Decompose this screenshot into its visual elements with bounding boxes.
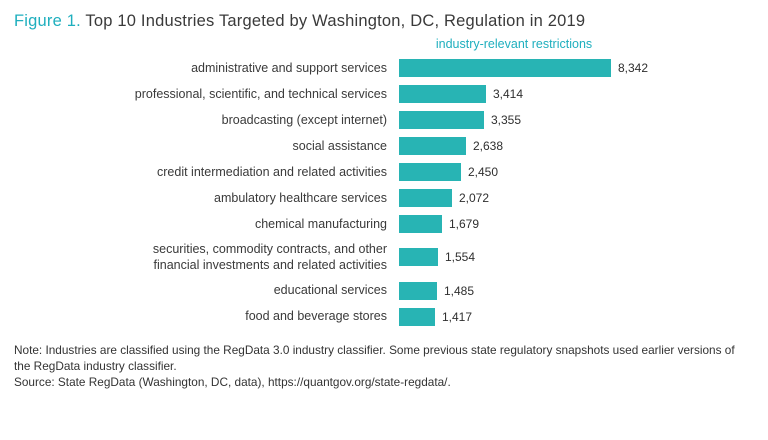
bar [399, 137, 466, 155]
bar [399, 111, 484, 129]
chart-row: ambulatory healthcare services 2,072 [14, 185, 754, 211]
chart-row: chemical manufacturing 1,679 [14, 211, 754, 237]
bar [399, 215, 442, 233]
bar-area: 8,342 [399, 59, 754, 77]
note-text: Note: Industries are classified using th… [14, 342, 735, 373]
chart-row: educational services 1,485 [14, 278, 754, 304]
series-header-row: industry-relevant restrictions [14, 37, 754, 55]
bar [399, 163, 461, 181]
bar [399, 248, 438, 267]
bar-area: 2,450 [399, 163, 754, 181]
figure-title: Figure 1. Top 10 Industries Targeted by … [14, 12, 754, 31]
bar [399, 307, 435, 326]
bar-chart: industry-relevant restrictions administr… [14, 37, 754, 330]
bar-area: 1,554 [399, 248, 754, 267]
category-label: educational services [273, 283, 387, 298]
chart-row: administrative and support services 8,342 [14, 55, 754, 81]
bar [399, 59, 611, 77]
figure-notes: Note: Industries are classified using th… [14, 342, 754, 391]
bar-area: 1,679 [399, 215, 754, 233]
value-label: 2,638 [473, 139, 504, 153]
chart-row: social assistance 2,638 [14, 133, 754, 159]
category-label: social assistance [292, 138, 388, 153]
category-label: securities, commodity contracts, and oth… [152, 242, 387, 273]
bar [399, 189, 452, 207]
bar-area: 1,417 [399, 307, 754, 326]
chart-row: professional, scientific, and technical … [14, 81, 754, 107]
category-label: ambulatory healthcare services [214, 190, 387, 205]
bar-area: 1,485 [399, 281, 754, 300]
bar-area: 2,072 [399, 189, 754, 207]
value-label: 3,355 [491, 113, 522, 127]
value-label: 2,450 [468, 165, 499, 179]
value-label: 8,342 [618, 61, 649, 75]
value-label: 1,485 [444, 283, 475, 298]
bar [399, 85, 486, 103]
category-label: broadcasting (except internet) [221, 112, 387, 127]
figure-title-text: Top 10 Industries Targeted by Washington… [80, 12, 586, 30]
value-label: 1,554 [445, 250, 476, 265]
chart-row: credit intermediation and related activi… [14, 159, 754, 185]
source-text: Source: State RegData (Washington, DC, d… [14, 375, 451, 390]
bar-area: 3,355 [399, 111, 754, 129]
bar [399, 281, 437, 300]
chart-rows: administrative and support services 8,342… [14, 55, 754, 330]
value-label: 2,072 [459, 191, 490, 205]
value-label: 1,679 [449, 217, 480, 231]
bar-area: 2,638 [399, 137, 754, 155]
category-label: professional, scientific, and technical … [134, 86, 387, 101]
figure-title-prefix: Figure 1. [14, 12, 81, 30]
chart-row: broadcasting (except internet) 3,355 [14, 107, 754, 133]
category-label: administrative and support services [191, 60, 387, 75]
value-label: 1,417 [442, 309, 473, 324]
value-label: 3,414 [493, 87, 524, 101]
category-label: chemical manufacturing [254, 216, 387, 231]
bar-area: 3,414 [399, 85, 754, 103]
category-label: credit intermediation and related activi… [157, 164, 387, 179]
chart-row: food and beverage stores 1,417 [14, 304, 754, 330]
series-label: industry-relevant restrictions [435, 37, 593, 51]
category-label: food and beverage stores [245, 309, 387, 324]
chart-row: securities, commodity contracts, and oth… [14, 237, 754, 278]
